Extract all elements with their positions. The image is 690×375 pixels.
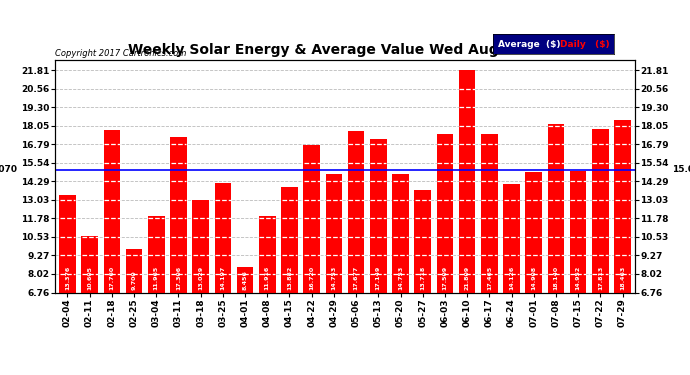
- Bar: [104, 130, 120, 292]
- Bar: [503, 184, 520, 292]
- Text: 14.753: 14.753: [398, 266, 403, 290]
- Bar: [370, 139, 386, 292]
- Bar: [170, 137, 187, 292]
- Bar: [570, 171, 586, 292]
- Bar: [392, 174, 409, 292]
- Text: 17.465: 17.465: [487, 266, 492, 290]
- Text: 11.916: 11.916: [265, 266, 270, 290]
- Bar: [481, 134, 497, 292]
- Text: 14.952: 14.952: [575, 266, 581, 290]
- Bar: [525, 172, 542, 292]
- Text: 14.908: 14.908: [531, 266, 536, 290]
- Bar: [59, 195, 76, 292]
- Text: Copyright 2017 Cartronics.com: Copyright 2017 Cartronics.com: [55, 49, 186, 58]
- Text: 17.760: 17.760: [109, 266, 115, 290]
- Text: 18.140: 18.140: [553, 266, 558, 290]
- Text: 17.149: 17.149: [376, 266, 381, 290]
- Bar: [459, 70, 475, 292]
- Bar: [415, 190, 431, 292]
- Text: 16.720: 16.720: [309, 266, 314, 290]
- Bar: [548, 124, 564, 292]
- Text: 14.126: 14.126: [509, 266, 514, 290]
- Text: 10.605: 10.605: [87, 266, 92, 290]
- Bar: [259, 216, 275, 292]
- Text: 13.029: 13.029: [198, 266, 203, 290]
- Bar: [193, 200, 209, 292]
- Text: 18.463: 18.463: [620, 266, 625, 290]
- Bar: [281, 187, 298, 292]
- Bar: [237, 267, 253, 292]
- Text: 8.456: 8.456: [243, 270, 248, 290]
- Text: ←15.070: ←15.070: [0, 165, 17, 174]
- Bar: [326, 174, 342, 292]
- Bar: [215, 183, 231, 292]
- Text: 13.718: 13.718: [420, 266, 425, 290]
- Bar: [81, 236, 98, 292]
- Text: 14.753: 14.753: [331, 266, 337, 290]
- Text: 13.882: 13.882: [287, 266, 292, 290]
- Text: 17.677: 17.677: [353, 266, 359, 290]
- Bar: [614, 120, 631, 292]
- Text: 13.376: 13.376: [65, 266, 70, 290]
- Text: Average  ($): Average ($): [498, 40, 561, 49]
- Text: 17.509: 17.509: [442, 266, 447, 290]
- Bar: [437, 134, 453, 292]
- Bar: [592, 129, 609, 292]
- Text: 14.197: 14.197: [220, 266, 226, 290]
- Bar: [126, 249, 142, 292]
- Text: 21.809: 21.809: [464, 266, 470, 290]
- Bar: [148, 216, 165, 292]
- Title: Weekly Solar Energy & Average Value Wed Aug 2 20:06: Weekly Solar Energy & Average Value Wed …: [128, 44, 562, 57]
- Text: 15.070→: 15.070→: [673, 165, 690, 174]
- Text: 11.965: 11.965: [154, 266, 159, 290]
- Text: 17.306: 17.306: [176, 266, 181, 290]
- Text: Daily   ($): Daily ($): [560, 40, 609, 49]
- Text: 9.700: 9.700: [132, 271, 137, 290]
- Bar: [304, 146, 320, 292]
- Bar: [348, 131, 364, 292]
- Text: 17.813: 17.813: [598, 266, 603, 290]
